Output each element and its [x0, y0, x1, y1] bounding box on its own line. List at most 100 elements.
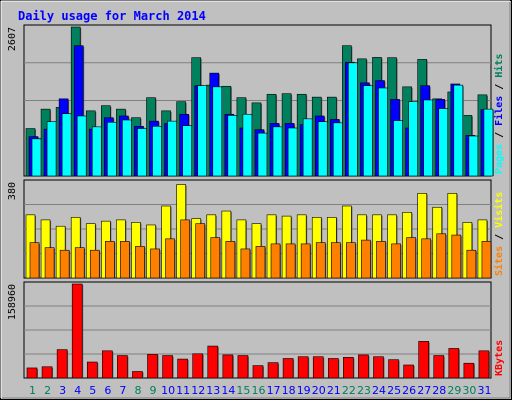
legend-entry-sites: Sites [493, 246, 505, 276]
bar-kbytes-day-23 [358, 354, 369, 379]
bar-kbytes-day-28 [433, 355, 445, 379]
day-label-14: 14 [221, 384, 235, 397]
day-label-2: 2 [44, 384, 51, 397]
chart-legends: Pages / Files / Hits Sites / Visits KBytes [493, 54, 505, 376]
bar-sites-day-2 [44, 247, 55, 279]
bar-pages-day-3 [61, 113, 72, 177]
bar-kbytes-day-17 [267, 362, 279, 379]
bar-pages-day-22 [348, 62, 358, 177]
panel-sites-visits: 380 [7, 179, 492, 279]
chart-panels: 2607 380 158960 [7, 24, 494, 379]
day-label-9: 9 [150, 384, 157, 397]
bar-kbytes-day-14 [222, 354, 234, 379]
bar-kbytes-day-30 [463, 362, 475, 379]
bar-pages-day-17 [272, 126, 283, 177]
ymax-label: 2607 [7, 27, 18, 51]
bar-kbytes-day-3 [56, 349, 68, 379]
day-label-23: 23 [357, 384, 371, 397]
bar-pages-day-19 [302, 118, 313, 177]
bar-kbytes-day-10 [162, 355, 173, 379]
bar-kbytes-day-27 [418, 341, 429, 379]
day-label-25: 25 [387, 384, 401, 397]
bar-pages-day-24 [378, 87, 388, 177]
bar-sites-day-3 [59, 249, 70, 279]
bar-kbytes-day-4 [71, 283, 83, 379]
bar-pages-day-12 [197, 85, 208, 177]
bar-sites-day-24 [376, 241, 386, 279]
bar-pages-day-16 [257, 132, 268, 177]
day-label-16: 16 [252, 384, 266, 397]
day-label-3: 3 [59, 384, 66, 397]
bar-kbytes-day-5 [86, 361, 98, 379]
bar-kbytes-day-12 [192, 353, 204, 379]
bar-kbytes-day-19 [297, 356, 309, 379]
bar-kbytes-day-29 [448, 348, 460, 379]
bar-pages-day-20 [317, 121, 328, 177]
legend-sites-visits: Sites / Visits [493, 192, 505, 276]
bar-kbytes-day-26 [403, 364, 414, 379]
bar-kbytes-day-15 [237, 355, 249, 379]
bar-pages-day-29 [453, 84, 464, 177]
bar-kbytes-day-6 [102, 350, 113, 379]
bar-pages-day-7 [122, 119, 132, 177]
bar-sites-day-17 [270, 243, 281, 279]
bar-sites-day-31 [481, 241, 492, 279]
legend-separator: / [494, 126, 505, 144]
bar-sites-day-22 [346, 242, 356, 279]
bar-sites-day-11 [180, 219, 190, 279]
day-label-13: 13 [206, 384, 220, 397]
day-axis-labels: 1 2 3 4 5 6 7 8 9 10 11 12 13 14 15 16 17 18 19 20 21 22 23 24 2… [29, 384, 491, 397]
ymax-label: 380 [7, 182, 18, 200]
legend-separator: / [494, 228, 505, 246]
day-label-29: 29 [447, 384, 461, 397]
legend-entry-hits: Hits [493, 54, 505, 78]
day-label-27: 27 [417, 384, 431, 397]
panel-kbytes: 158960 [7, 281, 492, 379]
day-label-5: 5 [89, 384, 96, 397]
bar-pages-day-11 [182, 125, 192, 177]
bar-pages-day-13 [212, 86, 223, 177]
bar-sites-day-14 [225, 241, 236, 279]
bar-sites-day-23 [361, 239, 371, 279]
bar-pages-day-1 [31, 138, 42, 177]
bar-pages-day-6 [107, 121, 117, 177]
day-label-15: 15 [236, 384, 250, 397]
day-label-8: 8 [134, 384, 141, 397]
day-label-11: 11 [176, 384, 190, 397]
bar-kbytes-day-7 [117, 355, 128, 379]
bar-kbytes-day-11 [177, 358, 188, 379]
day-label-26: 26 [402, 384, 416, 397]
bar-kbytes-day-20 [312, 356, 324, 379]
bar-kbytes-day-13 [207, 345, 219, 379]
day-label-12: 12 [191, 384, 205, 397]
bar-pages-day-23 [363, 85, 373, 177]
bar-kbytes-day-18 [282, 358, 294, 379]
day-label-31: 31 [477, 384, 491, 397]
bar-sites-day-18 [285, 243, 296, 279]
bar-sites-day-10 [165, 238, 175, 279]
bar-pages-day-9 [152, 125, 162, 177]
bar-sites-day-30 [466, 249, 477, 279]
bar-sites-day-13 [210, 237, 221, 279]
day-label-21: 21 [327, 384, 341, 397]
bar-kbytes-day-24 [373, 356, 384, 379]
legend-kbytes: KBytes [494, 340, 505, 376]
bar-kbytes-day-25 [388, 359, 399, 379]
bar-pages-day-2 [46, 121, 57, 177]
bar-pages-day-15 [242, 113, 253, 177]
bar-kbytes-day-1 [26, 367, 38, 379]
bar-pages-day-21 [332, 122, 343, 177]
bar-pages-day-18 [287, 127, 298, 177]
ymax-label: 158960 [7, 284, 18, 320]
legend-entry-files: Files [493, 96, 505, 126]
bar-sites-day-6 [105, 241, 115, 279]
chart-title: Daily usage for March 2014 [18, 9, 206, 23]
bar-sites-day-27 [421, 238, 431, 279]
bar-sites-day-20 [315, 242, 326, 279]
day-label-28: 28 [432, 384, 446, 397]
bar-kbytes-day-16 [252, 365, 264, 379]
bar-sites-day-15 [240, 248, 251, 279]
day-label-18: 18 [282, 384, 296, 397]
legend-entry-pages: Pages [494, 144, 505, 174]
bar-sites-day-1 [29, 242, 40, 279]
